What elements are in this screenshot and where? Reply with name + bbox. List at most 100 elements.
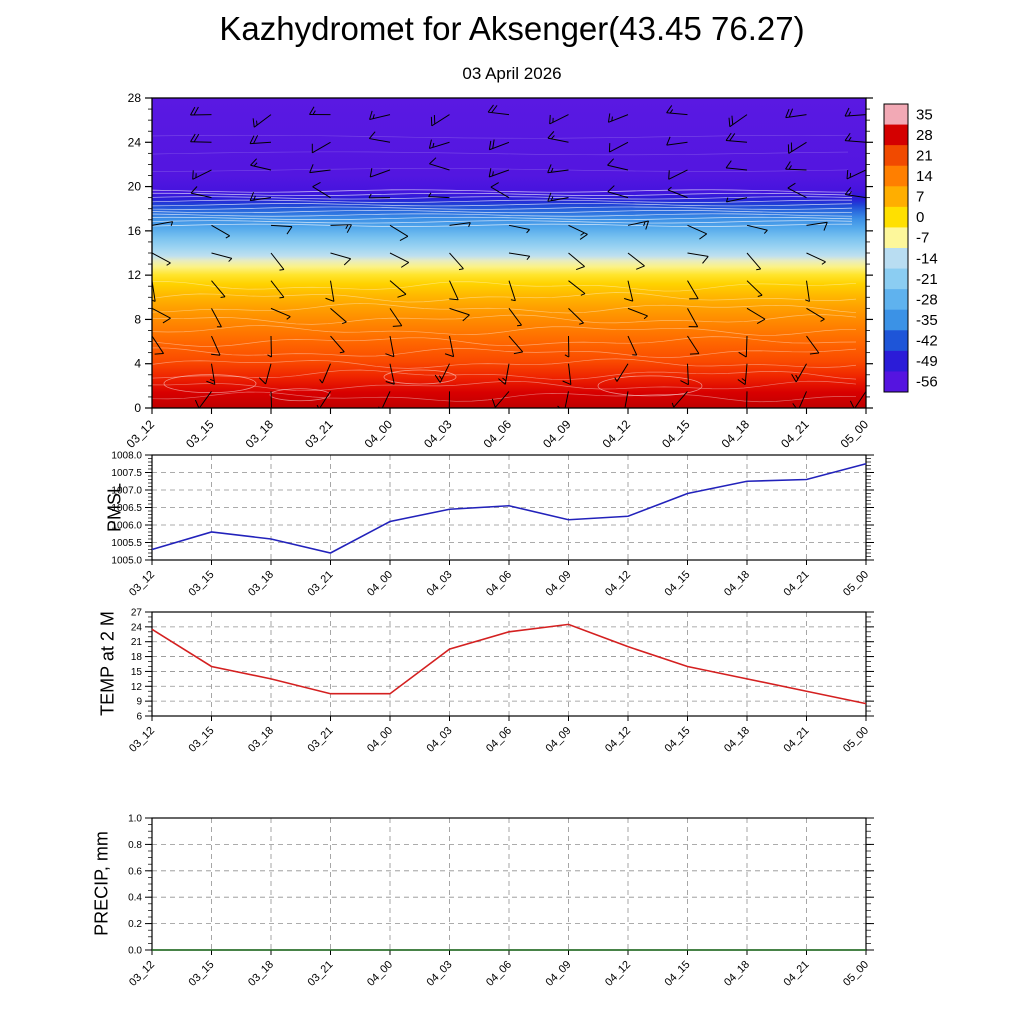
svg-text:0: 0 [916, 209, 924, 226]
svg-text:03_21: 03_21 [302, 417, 336, 451]
svg-text:03_12: 03_12 [127, 959, 157, 989]
svg-text:04_03: 04_03 [421, 417, 455, 451]
svg-text:-56: -56 [916, 374, 938, 391]
svg-text:0.8: 0.8 [128, 840, 142, 851]
svg-text:05_00: 05_00 [841, 725, 871, 755]
svg-text:0.4: 0.4 [128, 893, 142, 904]
svg-text:03_21: 03_21 [306, 959, 336, 989]
svg-text:03_12: 03_12 [127, 569, 157, 599]
svg-text:03_15: 03_15 [187, 959, 217, 989]
svg-text:03_21: 03_21 [306, 725, 336, 755]
svg-text:35: 35 [916, 106, 933, 123]
svg-text:18: 18 [131, 652, 143, 663]
svg-text:1.0: 1.0 [128, 814, 142, 825]
svg-text:14: 14 [916, 168, 933, 185]
svg-text:0.6: 0.6 [128, 866, 142, 877]
svg-text:03_12: 03_12 [124, 417, 158, 451]
svg-text:04_21: 04_21 [782, 569, 812, 599]
svg-text:04_06: 04_06 [481, 417, 515, 451]
svg-text:04_18: 04_18 [722, 569, 752, 599]
svg-text:04_12: 04_12 [603, 959, 633, 989]
svg-text:21: 21 [131, 637, 143, 648]
svg-text:-7: -7 [916, 230, 929, 247]
svg-text:04_09: 04_09 [544, 959, 574, 989]
svg-text:0.2: 0.2 [128, 919, 142, 930]
svg-text:03_18: 03_18 [246, 959, 276, 989]
svg-text:1006.0: 1006.0 [111, 521, 142, 532]
svg-text:05_00: 05_00 [841, 569, 871, 599]
svg-text:12: 12 [131, 682, 143, 693]
svg-text:03_21: 03_21 [306, 569, 336, 599]
svg-text:28: 28 [128, 91, 142, 105]
series-TEMP at 2 M [151, 623, 867, 705]
svg-text:04_21: 04_21 [778, 417, 812, 451]
svg-text:24: 24 [128, 135, 142, 149]
svg-text:-35: -35 [916, 312, 938, 329]
svg-text:04_00: 04_00 [365, 725, 395, 755]
svg-text:04_09: 04_09 [544, 569, 574, 599]
svg-text:04_09: 04_09 [544, 725, 574, 755]
svg-text:04_18: 04_18 [722, 725, 752, 755]
svg-text:1006.5: 1006.5 [111, 503, 142, 514]
svg-text:04_15: 04_15 [663, 959, 693, 989]
svg-text:7: 7 [916, 189, 924, 206]
svg-text:04_21: 04_21 [782, 725, 812, 755]
svg-text:04_06: 04_06 [484, 725, 514, 755]
svg-text:04_06: 04_06 [484, 569, 514, 599]
svg-text:03_15: 03_15 [187, 569, 217, 599]
svg-text:12: 12 [128, 268, 142, 282]
svg-text:03_12: 03_12 [127, 725, 157, 755]
svg-text:1005.5: 1005.5 [111, 538, 142, 549]
svg-text:1008.0: 1008.0 [111, 451, 142, 462]
svg-text:24: 24 [131, 622, 143, 633]
svg-text:04_00: 04_00 [365, 569, 395, 599]
cross-section-content [152, 104, 866, 408]
svg-text:03_15: 03_15 [183, 417, 217, 451]
svg-text:0.0: 0.0 [128, 946, 142, 957]
svg-text:-28: -28 [916, 291, 938, 308]
svg-text:15: 15 [131, 667, 143, 678]
svg-text:04_12: 04_12 [603, 725, 633, 755]
svg-text:04_18: 04_18 [719, 417, 753, 451]
svg-text:27: 27 [131, 608, 143, 619]
svg-text:-21: -21 [916, 271, 938, 288]
svg-text:0: 0 [134, 401, 141, 415]
svg-text:04_15: 04_15 [659, 417, 693, 451]
svg-text:04_03: 04_03 [425, 569, 455, 599]
svg-text:04_12: 04_12 [600, 417, 634, 451]
svg-text:-42: -42 [916, 333, 938, 350]
svg-text:04_18: 04_18 [722, 959, 752, 989]
svg-text:9: 9 [136, 697, 142, 708]
svg-text:6: 6 [136, 712, 142, 723]
svg-text:03_18: 03_18 [246, 569, 276, 599]
svg-text:16: 16 [128, 224, 142, 238]
svg-text:04_06: 04_06 [484, 959, 514, 989]
svg-text:05_00: 05_00 [838, 417, 872, 451]
svg-text:1007.0: 1007.0 [111, 486, 142, 497]
svg-text:-49: -49 [916, 353, 938, 370]
page-subtitle: 03 April 2026 [462, 64, 562, 83]
svg-text:1005.0: 1005.0 [111, 556, 142, 567]
series-PMSL [151, 462, 867, 554]
svg-text:04_00: 04_00 [365, 959, 395, 989]
svg-text:8: 8 [134, 312, 141, 326]
svg-text:04_15: 04_15 [663, 725, 693, 755]
svg-text:04_15: 04_15 [663, 569, 693, 599]
svg-text:-14: -14 [916, 250, 938, 267]
svg-text:20: 20 [128, 180, 142, 194]
svg-text:4: 4 [134, 357, 141, 371]
svg-text:03_18: 03_18 [243, 417, 277, 451]
svg-text:05_00: 05_00 [841, 959, 871, 989]
svg-text:1007.5: 1007.5 [111, 468, 142, 479]
svg-text:03_18: 03_18 [246, 725, 276, 755]
svg-text:03_15: 03_15 [187, 725, 217, 755]
svg-text:04_12: 04_12 [603, 569, 633, 599]
svg-text:04_21: 04_21 [782, 959, 812, 989]
svg-text:04_03: 04_03 [425, 959, 455, 989]
svg-text:28: 28 [916, 127, 933, 144]
svg-text:04_09: 04_09 [540, 417, 574, 451]
page-title: Kazhydromet for Aksenger(43.45 76.27) [219, 10, 805, 47]
svg-text:04_00: 04_00 [362, 417, 396, 451]
